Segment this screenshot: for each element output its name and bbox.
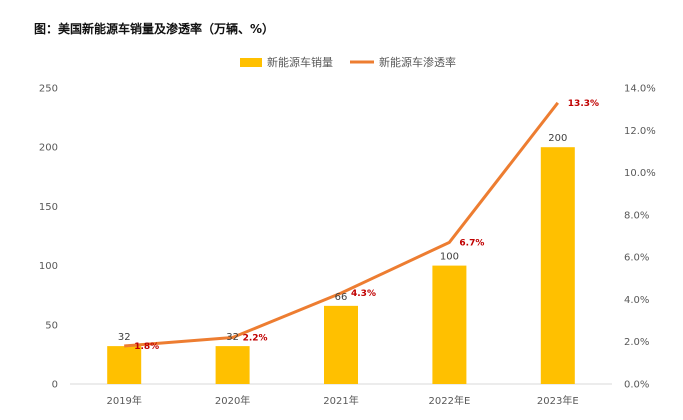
legend-line-label: 新能源车渗透率: [379, 55, 456, 69]
bar: [107, 346, 142, 384]
bar-value-label: 100: [440, 252, 459, 263]
x-tick-label: 2023年E: [537, 394, 579, 407]
bar-value-label: 32: [226, 332, 239, 343]
y-right-tick-label: 10.0%: [624, 168, 656, 179]
y-left-tick-label: 0: [52, 380, 58, 391]
bar-value-label: 200: [548, 133, 567, 144]
x-tick-label: 2022年E: [429, 394, 471, 407]
x-tick-label: 2019年: [106, 394, 141, 407]
bar: [215, 346, 250, 384]
rate-line: [124, 101, 559, 348]
bar: [540, 147, 575, 384]
y-left-tick-label: 200: [39, 143, 58, 154]
y-left-tick-label: 100: [39, 261, 58, 272]
legend-bar-swatch: [240, 58, 262, 67]
data-labels: 32 32 66 100 200 1.8% 2.2% 4.3% 6.7% 13.3%: [118, 99, 599, 352]
legend-bar-label: 新能源车销量: [267, 55, 333, 69]
chart-title: 图：美国新能源车销量及渗透率（万辆、%）: [34, 22, 275, 36]
bar: [324, 305, 358, 384]
legend: 新能源车销量 新能源车渗透率: [240, 55, 456, 69]
rate-value-label: 6.7%: [459, 238, 484, 248]
rate-value-label: 4.3%: [351, 289, 376, 299]
axes: 0 50 100 150 200 250 0.0% 2.0% 4.0% 6.0% 8.0% 10.0%…: [39, 84, 656, 408]
rate-line-group: [124, 101, 559, 348]
x-tick-label: 2021年: [323, 394, 358, 407]
bar-value-label: 66: [335, 292, 348, 303]
rate-value-label: 13.3%: [568, 99, 599, 109]
y-right-tick-label: 8.0%: [624, 210, 649, 221]
y-left-tick-label: 50: [45, 320, 58, 331]
x-tick-label: 2020年: [215, 394, 250, 407]
bar: [432, 265, 467, 384]
y-right-tick-label: 4.0%: [624, 295, 649, 306]
rate-value-label: 1.8%: [134, 342, 159, 352]
y-right-tick-label: 6.0%: [624, 253, 649, 264]
bars: [107, 147, 575, 384]
y-left-tick-label: 250: [39, 84, 58, 95]
bar-value-label: 32: [118, 332, 131, 343]
rate-value-label: 2.2%: [243, 333, 268, 343]
y-right-tick-label: 14.0%: [624, 84, 656, 95]
y-right-tick-label: 2.0%: [624, 337, 649, 348]
y-left-tick-label: 150: [39, 202, 58, 213]
y-right-tick-label: 12.0%: [624, 126, 656, 137]
y-right-tick-label: 0.0%: [624, 380, 649, 391]
